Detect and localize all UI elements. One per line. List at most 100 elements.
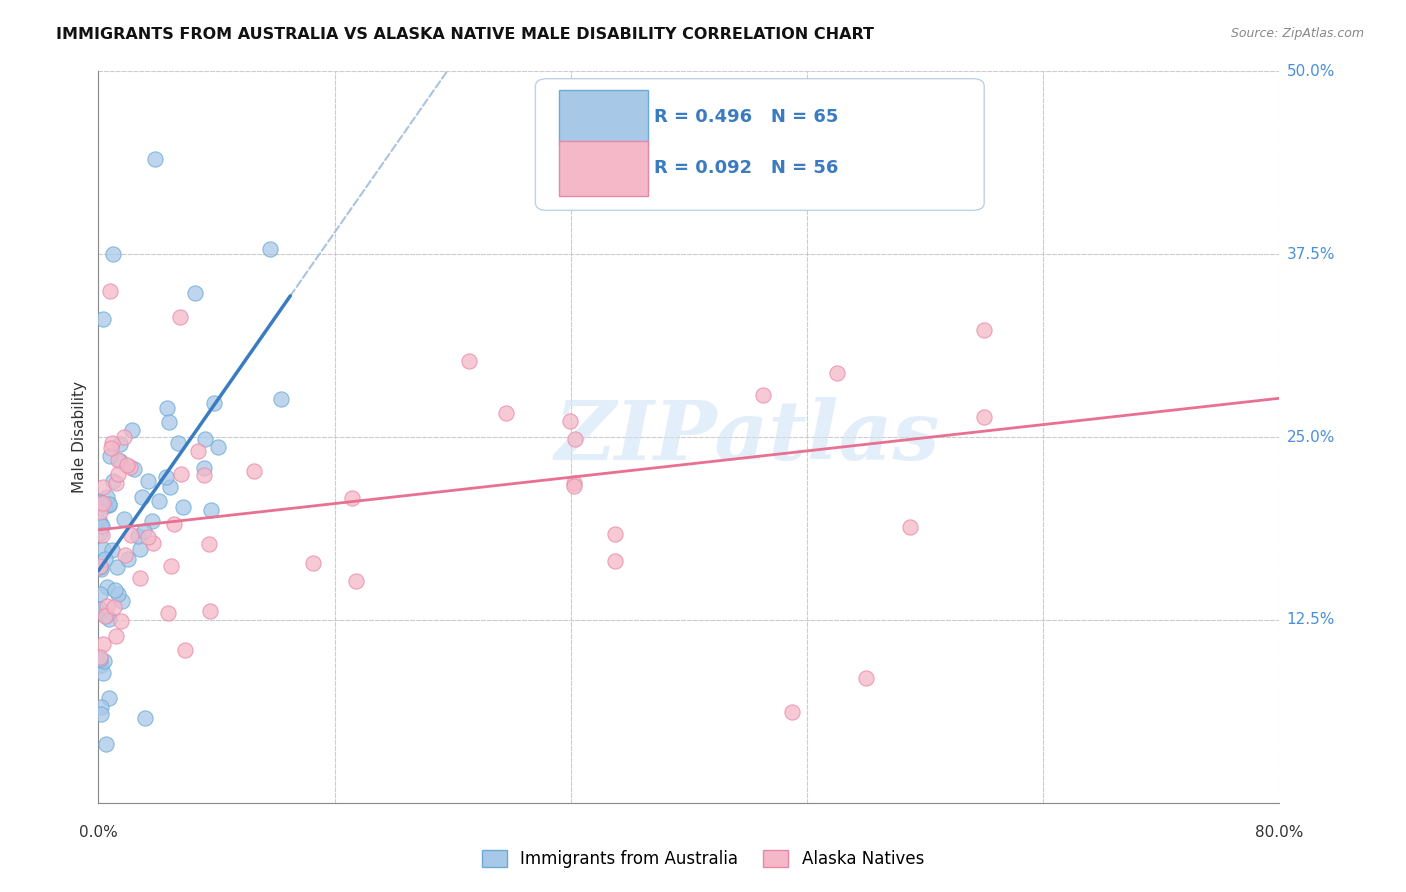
Point <box>96 490 118 504</box>
Point <box>107 587 129 601</box>
Point <box>197 536 219 550</box>
Point <box>98 497 121 511</box>
FancyBboxPatch shape <box>560 141 648 195</box>
Point <box>193 461 215 475</box>
Point <box>138 531 160 545</box>
Point <box>89 560 111 574</box>
Point <box>162 516 184 531</box>
Point <box>156 401 179 416</box>
Y-axis label: Male Disability: Male Disability <box>72 381 87 493</box>
Text: 80.0%: 80.0% <box>1256 825 1303 840</box>
Point <box>202 396 225 410</box>
Point <box>101 436 124 450</box>
Point <box>562 475 585 490</box>
Point <box>89 558 111 573</box>
Point <box>564 433 586 447</box>
Point <box>128 541 150 556</box>
Point <box>302 556 325 570</box>
Text: R = 0.496   N = 65: R = 0.496 N = 65 <box>654 108 838 126</box>
Point <box>94 608 117 623</box>
Point <box>825 366 848 380</box>
Point <box>973 323 995 337</box>
Point <box>90 562 112 576</box>
Text: Source: ZipAtlas.com: Source: ZipAtlas.com <box>1230 27 1364 40</box>
Point <box>155 470 177 484</box>
Point <box>98 498 121 512</box>
Point <box>562 479 585 493</box>
Point <box>91 496 114 510</box>
Point <box>122 461 145 475</box>
Point <box>111 594 134 608</box>
Point <box>91 542 114 557</box>
Point <box>90 700 112 714</box>
Point <box>184 285 207 300</box>
Point <box>98 449 121 463</box>
Point <box>159 480 181 494</box>
Point <box>94 737 117 751</box>
Point <box>90 657 112 672</box>
Point <box>242 464 264 478</box>
Point <box>131 490 153 504</box>
Point <box>200 503 222 517</box>
Text: 37.5%: 37.5% <box>1286 247 1334 261</box>
Point <box>90 706 112 721</box>
Point <box>973 409 995 424</box>
Point <box>93 654 115 668</box>
Point <box>121 423 143 437</box>
Point <box>94 500 117 514</box>
FancyBboxPatch shape <box>536 78 984 211</box>
Point <box>495 406 517 420</box>
Point <box>172 500 194 514</box>
Point <box>89 605 111 619</box>
Point <box>782 705 804 719</box>
Point <box>558 413 581 427</box>
Point <box>157 415 180 429</box>
Point <box>89 649 111 664</box>
Point <box>132 524 155 539</box>
Point <box>127 529 149 543</box>
Point <box>159 558 181 573</box>
Point <box>457 354 479 368</box>
Legend: Immigrants from Australia, Alaska Natives: Immigrants from Australia, Alaska Native… <box>475 843 931 875</box>
Point <box>89 586 111 600</box>
Point <box>96 580 118 594</box>
Point <box>173 642 195 657</box>
Point <box>187 443 209 458</box>
Point <box>107 467 129 481</box>
Text: 25.0%: 25.0% <box>1286 430 1334 444</box>
Point <box>103 247 125 261</box>
Point <box>112 512 135 526</box>
Point <box>105 475 128 490</box>
Point <box>107 453 129 467</box>
Point <box>89 505 111 519</box>
Point <box>825 137 848 152</box>
Point <box>105 560 128 574</box>
Point <box>169 310 191 324</box>
Text: ZIPatlas: ZIPatlas <box>555 397 941 477</box>
Point <box>103 600 125 615</box>
Point <box>105 629 128 643</box>
Point <box>900 520 922 534</box>
Point <box>101 543 124 558</box>
Point <box>91 665 114 680</box>
Point <box>751 388 773 402</box>
Point <box>91 637 114 651</box>
Point <box>198 604 221 618</box>
Point <box>148 494 170 508</box>
Point <box>94 552 117 566</box>
Point <box>89 602 111 616</box>
Point <box>166 435 188 450</box>
Point <box>142 536 165 550</box>
Point <box>207 440 229 454</box>
Point <box>855 672 877 686</box>
Point <box>138 475 160 489</box>
Point <box>98 612 121 626</box>
Point <box>141 514 163 528</box>
Point <box>98 690 121 705</box>
Point <box>605 554 627 568</box>
Text: 0.0%: 0.0% <box>79 825 118 840</box>
Point <box>89 651 111 665</box>
Point <box>90 519 112 533</box>
Text: R = 0.092   N = 56: R = 0.092 N = 56 <box>654 159 838 177</box>
Point <box>89 495 111 509</box>
